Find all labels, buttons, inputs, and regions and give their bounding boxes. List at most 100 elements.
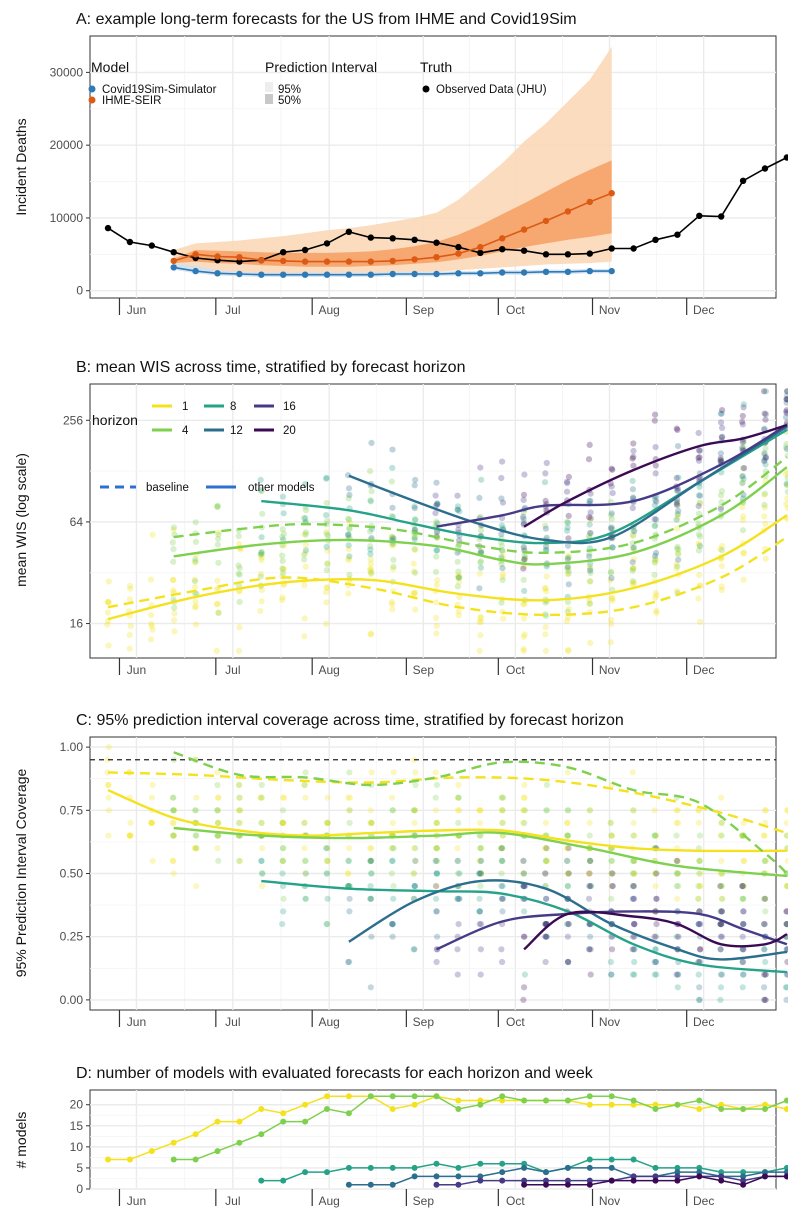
coverage-curve-h16 (436, 910, 788, 951)
coverage-point-h4 (629, 857, 636, 865)
coverage-point-h12 (520, 883, 528, 890)
model-count-point-h8 (477, 1160, 484, 1167)
coverage-point-h1 (367, 807, 374, 814)
wis-point-h1 (718, 562, 725, 570)
wis-point-h12 (499, 565, 506, 572)
coverage-point-h4 (499, 819, 506, 827)
wis-point-h1 (258, 554, 265, 561)
coverage-point-h20 (629, 946, 636, 953)
coverage-point-h4 (390, 883, 397, 890)
wis-point-h12 (434, 500, 441, 507)
wis-point-h1 (301, 633, 308, 640)
panel-a-lines (104, 154, 788, 278)
wis-point-h1 (170, 576, 177, 584)
coverage-point-h1 (477, 807, 484, 814)
model-count-point-h20 (564, 1181, 571, 1188)
model-count-point-h8 (499, 1160, 506, 1167)
wis-point-h20 (739, 439, 746, 446)
wis-point-h20 (520, 491, 528, 498)
coverage-point-h1 (586, 807, 594, 814)
coverage-point-h4 (170, 807, 177, 814)
coverage-point-h4 (630, 832, 637, 839)
wis-point-h1 (104, 598, 111, 605)
wis-point-h1 (783, 500, 788, 508)
wis-point-h1 (434, 577, 441, 584)
coverage-point-h1 (169, 857, 176, 865)
coverage-point-h8 (521, 971, 529, 978)
coverage-point-h1 (740, 819, 747, 827)
coverage-point-h12 (761, 984, 768, 991)
wis-point-h1 (127, 585, 134, 592)
coverage-point-h12 (499, 895, 507, 902)
coverage-point-h1 (630, 807, 637, 814)
model-count-point-h4 (192, 1156, 199, 1163)
coverage-point-h1 (324, 845, 331, 852)
wis-point-h4 (368, 488, 375, 495)
wis-point-h8 (434, 500, 441, 507)
model-count-point-h8 (696, 1164, 703, 1171)
coverage-point-h1 (411, 807, 418, 814)
wis-point-h16 (719, 424, 726, 431)
wis-point-h12 (520, 543, 527, 551)
wis-point-h16 (674, 487, 682, 494)
coverage-point-h1 (301, 781, 308, 789)
covid-point (455, 270, 462, 277)
coverage-point-h1 (717, 870, 725, 877)
model-count-point-h8 (345, 1164, 352, 1171)
wis-point-h1 (455, 608, 462, 615)
wis-point-h1 (279, 596, 286, 604)
x-tick-label: Sep (413, 663, 435, 677)
coverage-point-h4 (673, 870, 680, 877)
wis-point-h16 (564, 480, 571, 487)
coverage-point-h20 (783, 921, 788, 928)
model-count-point-h8 (258, 1177, 265, 1184)
wis-point-h20 (783, 407, 788, 414)
wis-point-h20 (717, 456, 724, 464)
wis-point-h1 (410, 560, 417, 567)
coverage-point-h8 (717, 984, 725, 991)
coverage-point-h8 (302, 895, 309, 902)
model-count-point-h16 (586, 1177, 593, 1184)
wis-point-h8 (586, 521, 593, 528)
coverage-point-h12 (454, 857, 461, 865)
coverage-point-h16 (784, 946, 788, 953)
wis-point-h1 (696, 500, 704, 507)
wis-point-h8 (673, 516, 680, 523)
model-count-point-h1 (214, 1118, 221, 1125)
coverage-point-h8 (389, 857, 396, 865)
wis-point-h4 (717, 492, 725, 499)
wis-point-h8 (345, 531, 352, 538)
coverage-point-h4 (500, 794, 507, 801)
wis-point-h20 (520, 565, 527, 572)
wis-point-h1 (454, 572, 461, 580)
coverage-point-h1 (324, 819, 332, 827)
wis-point-h1 (258, 587, 265, 594)
coverage-point-h20 (587, 971, 594, 978)
legend-truth-title: Truth (420, 59, 452, 75)
coverage-point-h8 (608, 971, 615, 978)
coverage-point-h12 (389, 933, 396, 940)
coverage-point-h1 (389, 794, 396, 801)
coverage-point-h16 (631, 921, 638, 928)
wis-point-h12 (608, 510, 615, 517)
wis-point-h1 (323, 584, 330, 592)
wis-point-h1 (324, 560, 331, 567)
coverage-point-h8 (761, 946, 768, 953)
wis-point-h4 (214, 503, 221, 511)
coverage-point-h1 (105, 794, 112, 801)
wis-point-h4 (388, 478, 395, 485)
coverage-point-h20 (521, 984, 528, 991)
wis-point-h1 (323, 589, 330, 596)
wis-point-h4 (412, 569, 419, 576)
wis-point-h20 (630, 440, 637, 447)
wis-point-h16 (783, 410, 788, 417)
coverage-point-h12 (651, 958, 658, 966)
model-count-point-h1 (148, 1148, 155, 1155)
coverage-point-h16 (433, 958, 440, 966)
coverage-point-h16 (432, 883, 440, 890)
coverage-point-h1 (586, 870, 594, 877)
coverage-point-h1 (499, 845, 506, 852)
wis-point-h1 (478, 618, 485, 626)
coverage-point-h1 (498, 807, 505, 814)
coverage-point-h4 (477, 845, 484, 852)
